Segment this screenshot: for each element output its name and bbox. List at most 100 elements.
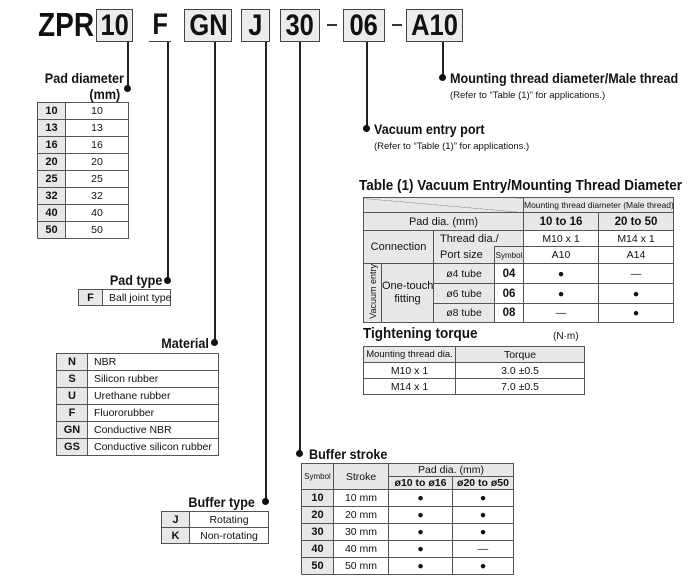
mark: ●: [452, 506, 514, 524]
description-cell: NBR: [87, 353, 219, 371]
buffer-type-table: J Rotating K Non-rotating: [161, 511, 269, 544]
code-cell: 13: [37, 119, 66, 137]
stroke-value: 20 mm: [333, 506, 389, 524]
code-cell: S: [56, 370, 88, 388]
mark: ●: [388, 540, 453, 558]
code-cell: F: [78, 289, 103, 306]
stroke-symbol: 20: [301, 506, 334, 524]
leader-line: [299, 42, 301, 454]
fitting-header: One-touch fitting: [381, 263, 434, 323]
stroke-symbol: 50: [301, 557, 334, 575]
thread-symbol: A10: [523, 246, 599, 264]
code-cell: GN: [56, 421, 88, 439]
thread-value: M14 x 1: [598, 230, 674, 247]
tube-size: ø8 tube: [433, 303, 495, 323]
description-cell: Ball joint type: [102, 289, 171, 306]
torque-table: Mounting thread dia. Torque M10 x 1 3.0 ±0…: [363, 346, 585, 395]
table-row: N NBR: [56, 353, 219, 371]
mark: ●: [523, 283, 599, 304]
bullet-dot: [262, 498, 269, 505]
thread-value: M10 x 1: [523, 230, 599, 247]
diagonal-header-cell: [363, 197, 524, 213]
code-cell: 32: [37, 187, 66, 205]
tube-symbol: 04: [494, 263, 524, 284]
vacuum-entry-table: Mounting thread diameter (Male thread) P…: [363, 197, 674, 323]
description-cell: Rotating: [189, 511, 269, 528]
mark: ●: [598, 283, 674, 304]
mark: ●: [452, 489, 514, 507]
table-row: 16 16: [37, 136, 129, 154]
table-row: 20 20: [37, 153, 129, 171]
leader-line: [265, 42, 267, 502]
table-row: 40 40: [37, 204, 129, 222]
port-size-header: Port size: [433, 246, 495, 264]
stroke-value: 50 mm: [333, 557, 389, 575]
bullet-dot: [439, 74, 446, 81]
thread-symbol: A14: [598, 246, 674, 264]
code-cell: N: [56, 353, 88, 371]
vacuum-entry-label: Vacuum entry port: [374, 121, 485, 137]
code-prefix: ZPR: [38, 6, 95, 43]
description-cell: Conductive silicon rubber: [87, 438, 219, 456]
table-row: S Silicon rubber: [56, 370, 219, 388]
description-cell: Conductive NBR: [87, 421, 219, 439]
bullet-dot: [211, 339, 218, 346]
stroke-symbol: 40: [301, 540, 334, 558]
code-dash: [392, 24, 402, 26]
code-cell: 40: [37, 204, 66, 222]
code-buffer-type: J: [241, 9, 270, 42]
torque-header: Mounting thread dia.: [363, 346, 456, 363]
table-row: 30 30 mm ● ●: [301, 523, 514, 541]
leader-line: [167, 42, 169, 281]
torque-unit: (N·m): [553, 331, 579, 342]
description-cell: Fluororubber: [87, 404, 219, 422]
material-table: N NBR S Silicon rubber U Urethane rubber F Fluo…: [56, 353, 219, 456]
tube-size: ø4 tube: [433, 263, 495, 284]
code-cell: GS: [56, 438, 88, 456]
description-cell: 40: [65, 204, 129, 222]
bullet-dot: [363, 125, 370, 132]
mark: —: [452, 540, 514, 558]
stroke-header: Stroke: [333, 463, 389, 490]
pad-type-table: F Ball joint type: [78, 289, 171, 306]
description-cell: 32: [65, 187, 129, 205]
mark: ●: [523, 263, 599, 284]
table-row: 10 10: [37, 102, 129, 120]
code-cell: U: [56, 387, 88, 405]
table-row: 13 13: [37, 119, 129, 137]
leader-line: [127, 42, 129, 88]
torque-header: Torque: [455, 346, 585, 363]
table-row: U Urethane rubber: [56, 387, 219, 405]
leader-line: [214, 42, 216, 343]
mark: —: [598, 263, 674, 284]
symbol-header: Symbol: [301, 463, 334, 490]
table-row: GS Conductive silicon rubber: [56, 438, 219, 456]
description-cell: 10: [65, 102, 129, 120]
description-cell: 50: [65, 221, 129, 239]
buffer-type-label: Buffer type: [188, 494, 255, 510]
description-cell: Urethane rubber: [87, 387, 219, 405]
leader-line: [442, 42, 444, 78]
buffer-stroke-label: Buffer stroke: [309, 446, 388, 462]
torque-title: Tightening torque: [363, 325, 478, 342]
table-row: 25 25: [37, 170, 129, 188]
tube-size: ø6 tube: [433, 283, 495, 304]
mark: ●: [388, 506, 453, 524]
description-cell: 20: [65, 153, 129, 171]
table-row: 20 20 mm ● ●: [301, 506, 514, 524]
mount-header: Mounting thread diameter (Male thread): [523, 197, 674, 213]
code-mounting-thread: A10: [406, 9, 463, 42]
code-vacuum-entry: 06: [343, 9, 385, 42]
table-row: 50 50 mm ● ●: [301, 557, 514, 575]
table-row: F Fluororubber: [56, 404, 219, 422]
code-cell: 16: [37, 136, 66, 154]
range-header: ø20 to ø50: [452, 476, 514, 490]
range-header: 20 to 50: [598, 212, 674, 231]
table-row: 40 40 mm ● —: [301, 540, 514, 558]
leader-line: [366, 42, 368, 129]
pad-diameter-label: Pad diameter: [44, 70, 124, 86]
code-material: GN: [184, 9, 232, 42]
code-cell: 10: [37, 102, 66, 120]
material-label: Material: [161, 335, 209, 351]
torque-value: 7.0 ±0.5: [455, 378, 585, 395]
